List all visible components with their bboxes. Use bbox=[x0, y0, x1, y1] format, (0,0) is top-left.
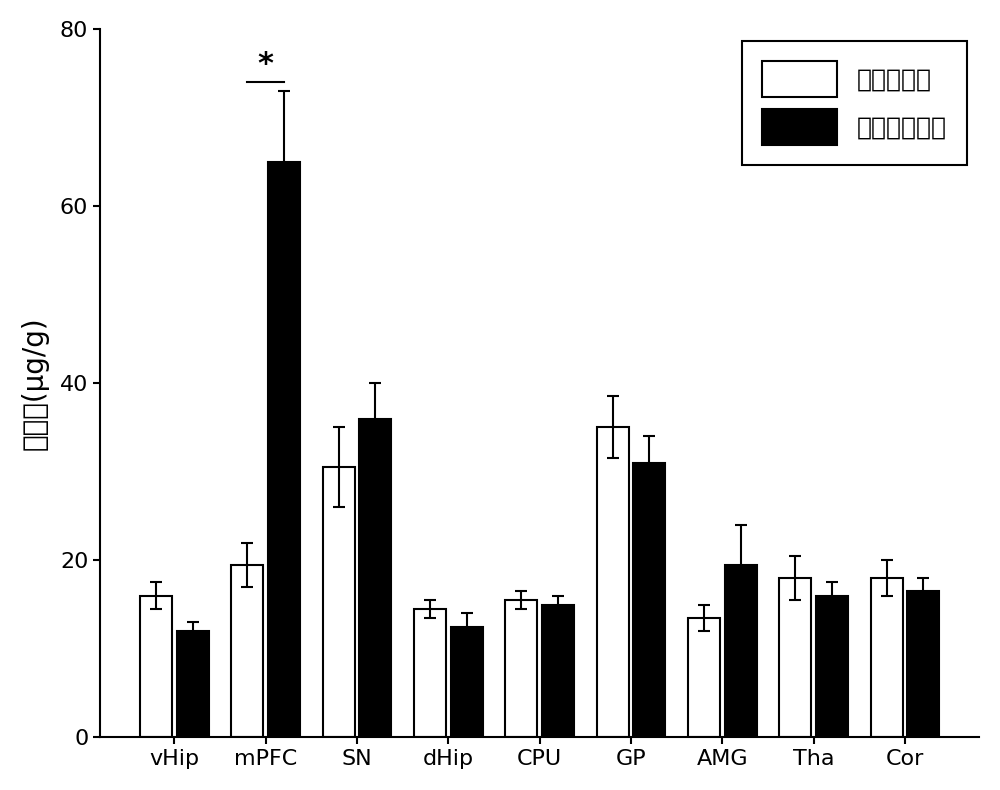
Bar bbox=[816, 596, 848, 737]
Y-axis label: 鐵浓度(μg/g): 鐵浓度(μg/g) bbox=[21, 316, 49, 450]
Bar bbox=[140, 596, 172, 737]
Bar bbox=[323, 467, 355, 737]
Bar bbox=[542, 604, 574, 737]
Bar bbox=[725, 565, 757, 737]
Text: *: * bbox=[258, 51, 274, 79]
Bar bbox=[871, 578, 903, 737]
Bar bbox=[907, 591, 939, 737]
Bar bbox=[451, 626, 483, 737]
Bar bbox=[359, 419, 391, 737]
Bar bbox=[633, 463, 665, 737]
Bar bbox=[597, 427, 629, 737]
Bar bbox=[688, 618, 720, 737]
Legend: 对照病毒组, 过表达病毒组: 对照病毒组, 过表达病毒组 bbox=[742, 41, 967, 164]
Bar bbox=[779, 578, 811, 737]
Bar bbox=[505, 600, 537, 737]
Bar bbox=[231, 565, 263, 737]
Bar bbox=[414, 609, 446, 737]
Bar bbox=[268, 162, 300, 737]
Bar bbox=[177, 631, 209, 737]
